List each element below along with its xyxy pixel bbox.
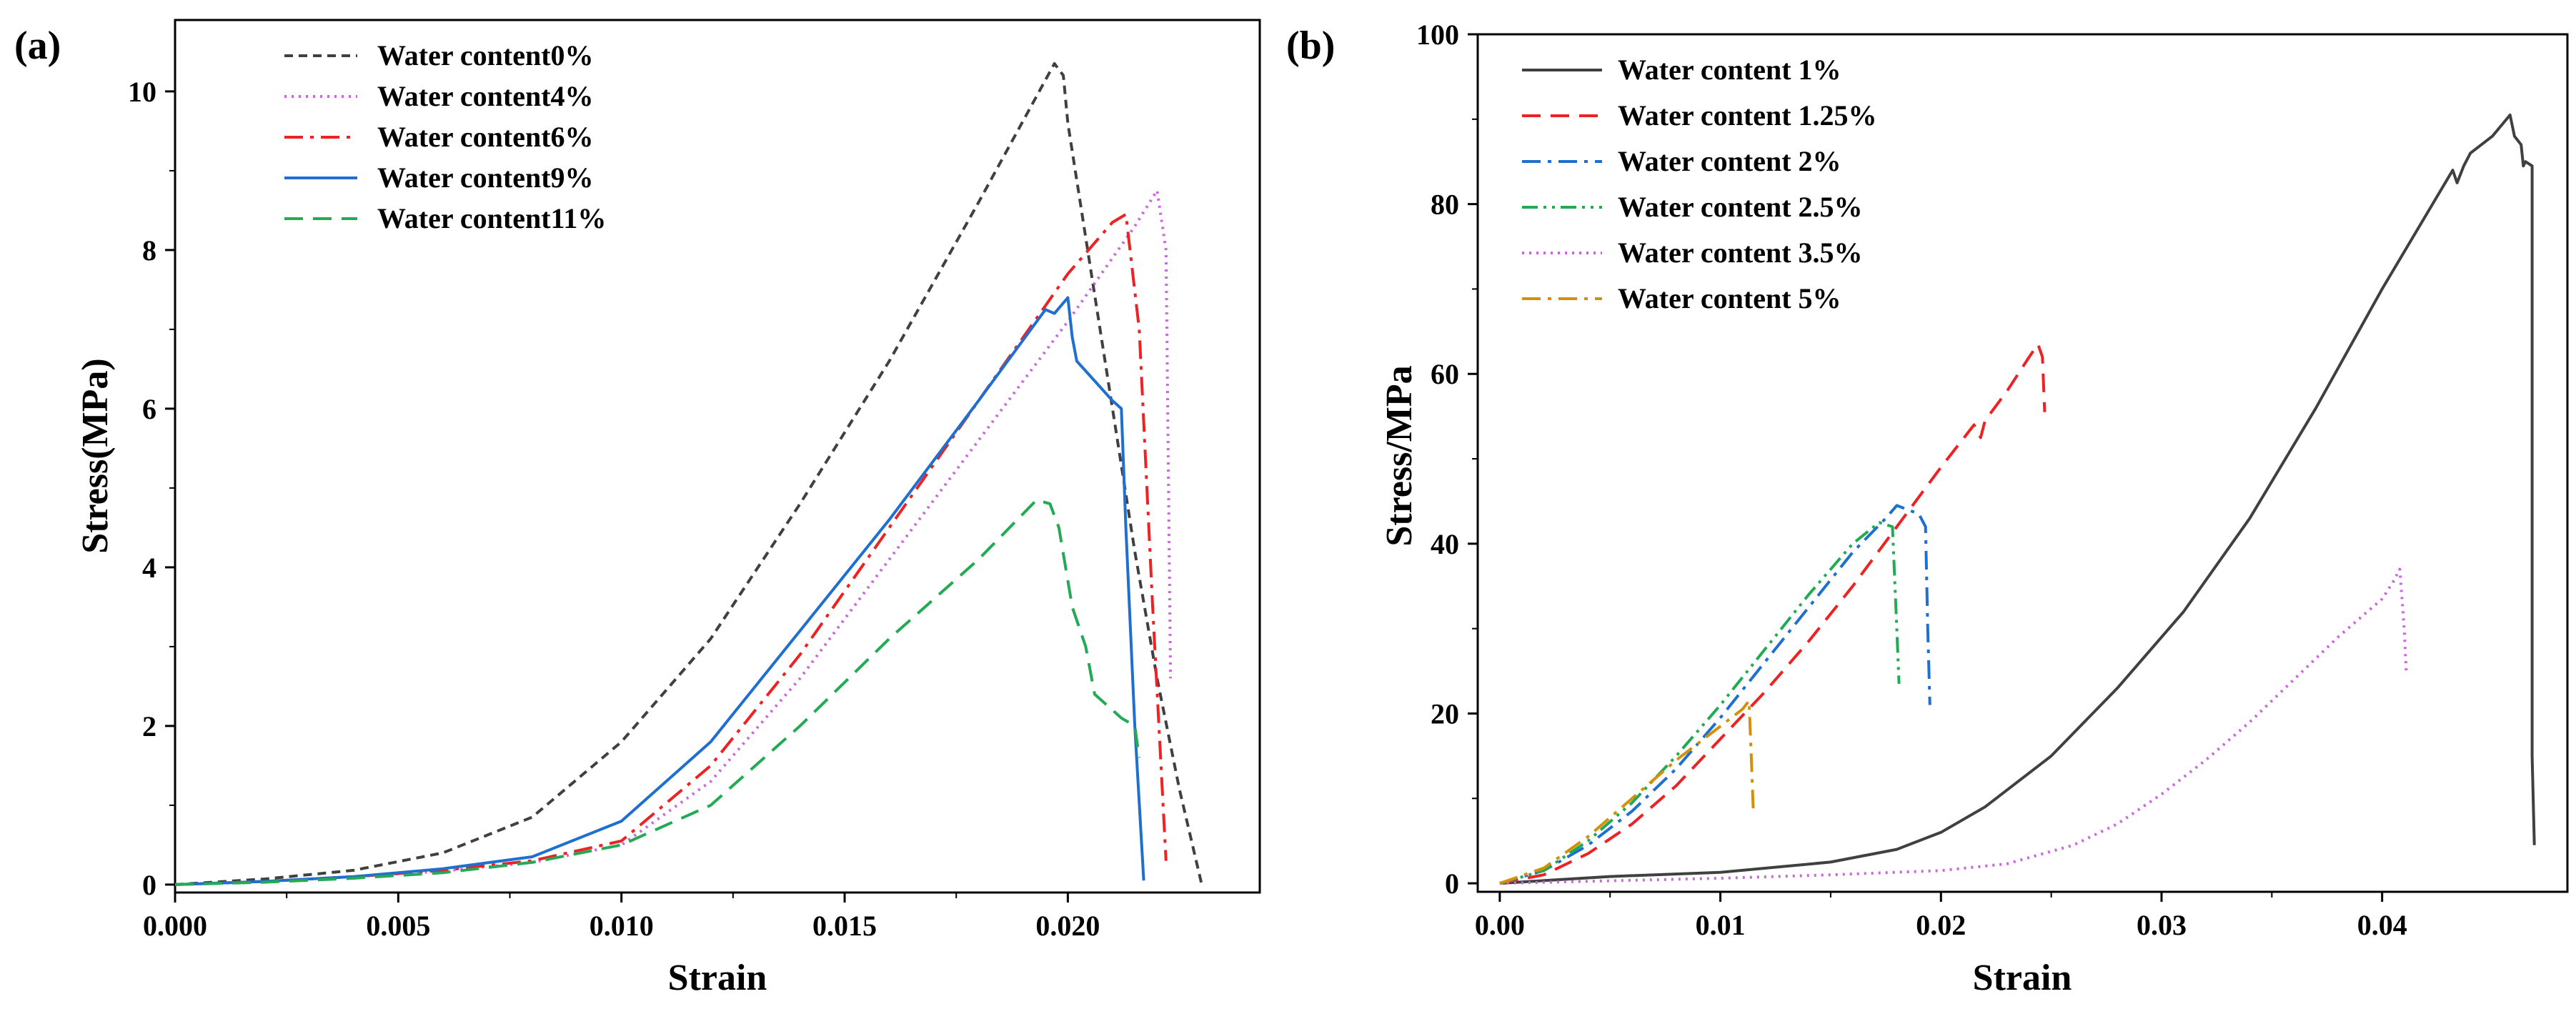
series-line-6 <box>1499 699 1755 885</box>
panel-a-x-ticks: 0.000 0.005 0.010 0.015 0.020 <box>143 893 1100 942</box>
x-tick-label: 0.02 <box>1916 909 1966 941</box>
series-line-2 <box>174 189 1173 886</box>
x-tick-label: 0.03 <box>2137 909 2187 941</box>
panel-a-y-axis-label: Stress(MPa) <box>75 358 116 553</box>
legend-label-6: Water content 5% <box>1618 282 1841 314</box>
x-tick-label: 0.010 <box>590 910 654 942</box>
x-tick-label: 0.00 <box>1475 909 1525 941</box>
x-tick-label: 0.005 <box>366 910 430 942</box>
panel-b-y-ticks: 0 20 40 60 80 100 <box>1416 19 1478 900</box>
legend-label-4: Water content9% <box>377 161 594 194</box>
chart-panel-b: (b) 0.00 0.01 0.02 0.03 0.04 0 20 40 60 80 100 Wa… <box>1286 19 2569 998</box>
legend-label-2: Water content 1.25% <box>1618 99 1877 131</box>
legend-label-5: Water content 3.5% <box>1618 237 1863 269</box>
panel-a-y-ticks: 0 2 4 6 8 10 <box>128 76 175 901</box>
legend-label-1: Water content 1% <box>1618 54 1841 86</box>
y-tick-label: 8 <box>142 234 156 267</box>
panel-b-series <box>1499 113 2536 885</box>
y-tick-label: 40 <box>1431 528 1459 560</box>
panel-a-legend: Water content0% Water content4% Water cont… <box>284 39 606 234</box>
y-tick-label: 2 <box>142 710 156 742</box>
panel-b-label: (b) <box>1286 24 1335 68</box>
series-line-3 <box>174 213 1168 886</box>
y-tick-label: 4 <box>142 552 156 584</box>
series-line-1 <box>1499 113 2536 885</box>
y-tick-label: 80 <box>1431 189 1459 221</box>
y-tick-label: 0 <box>1445 868 1459 900</box>
series-line-1 <box>174 62 1203 886</box>
panel-a-plot-frame <box>174 19 1261 894</box>
series-line-2 <box>1499 342 2047 885</box>
panel-b-y-axis-label: Stress/MPa <box>1379 365 1420 546</box>
y-tick-label: 0 <box>142 869 156 901</box>
panel-a-series <box>174 62 1203 886</box>
x-tick-label: 0.01 <box>1696 909 1746 941</box>
panel-b-plot-frame <box>1476 33 2569 893</box>
series-line-4 <box>1499 521 1901 885</box>
panel-b-legend: Water content 1% Water content 1.25% Water… <box>1522 54 1877 314</box>
legend-label-1: Water content0% <box>377 39 594 71</box>
chart-panel-a: (a) 0.000 0.005 0.010 0.015 0.020 0 2 4 6 8 10 Wa… <box>14 19 1261 998</box>
x-tick-label: 0.020 <box>1035 910 1100 942</box>
legend-label-3: Water content 2% <box>1618 145 1841 177</box>
x-tick-label: 0.04 <box>2357 909 2407 941</box>
legend-label-4: Water content 2.5% <box>1618 191 1863 223</box>
panel-b-x-axis-label: Strain <box>1973 958 2072 998</box>
series-line-5 <box>1499 567 2408 885</box>
legend-label-5: Water content11% <box>377 202 606 234</box>
y-tick-label: 60 <box>1431 358 1459 390</box>
panel-b-x-ticks: 0.00 0.01 0.02 0.03 0.04 <box>1475 892 2407 941</box>
x-tick-label: 0.000 <box>143 910 207 942</box>
legend-label-2: Water content4% <box>377 80 594 112</box>
y-tick-label: 6 <box>142 393 156 425</box>
legend-label-3: Water content6% <box>377 121 594 153</box>
series-line-5 <box>174 498 1141 886</box>
y-tick-label: 100 <box>1416 19 1459 51</box>
x-tick-label: 0.015 <box>812 910 877 942</box>
panel-a-x-axis-label: Strain <box>668 958 767 998</box>
panel-a-label: (a) <box>14 24 61 68</box>
y-tick-label: 20 <box>1431 697 1459 730</box>
series-line-4 <box>174 296 1145 886</box>
y-tick-label: 10 <box>128 76 156 108</box>
series-line-3 <box>1499 504 1931 885</box>
